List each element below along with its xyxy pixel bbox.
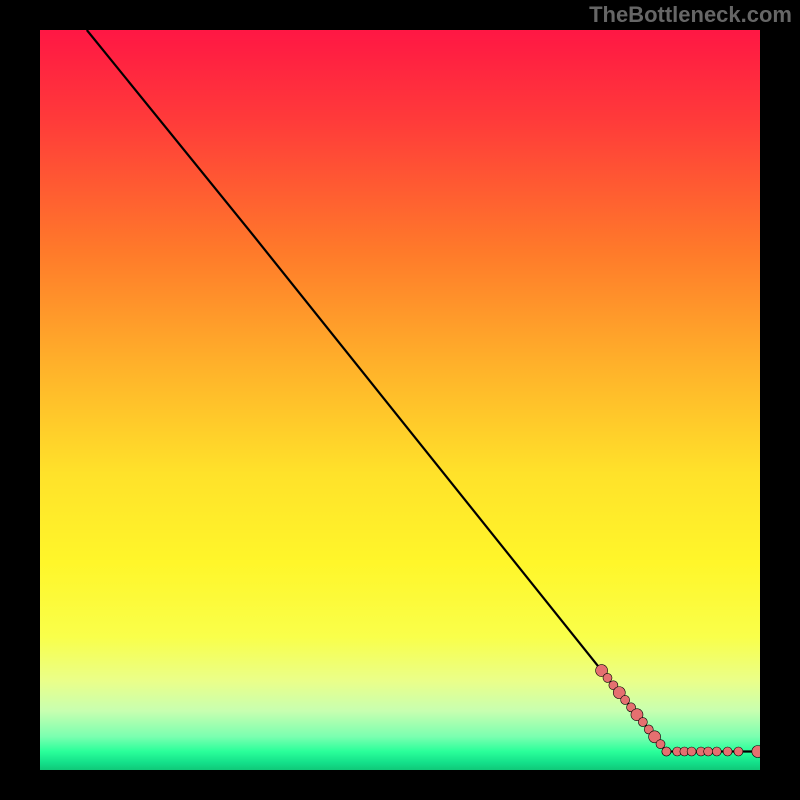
data-point [704, 747, 713, 756]
data-point [656, 740, 665, 749]
outer-frame: TheBottleneck.com [0, 0, 800, 800]
data-point [662, 747, 671, 756]
plot-area [40, 30, 760, 770]
data-point [712, 747, 721, 756]
chart-svg [40, 30, 760, 770]
data-point [621, 695, 630, 704]
data-point [603, 673, 612, 682]
gradient-background [40, 30, 760, 770]
data-point [734, 747, 743, 756]
data-point [638, 718, 647, 727]
data-point [723, 747, 732, 756]
watermark-text: TheBottleneck.com [589, 2, 792, 28]
data-point [687, 747, 696, 756]
